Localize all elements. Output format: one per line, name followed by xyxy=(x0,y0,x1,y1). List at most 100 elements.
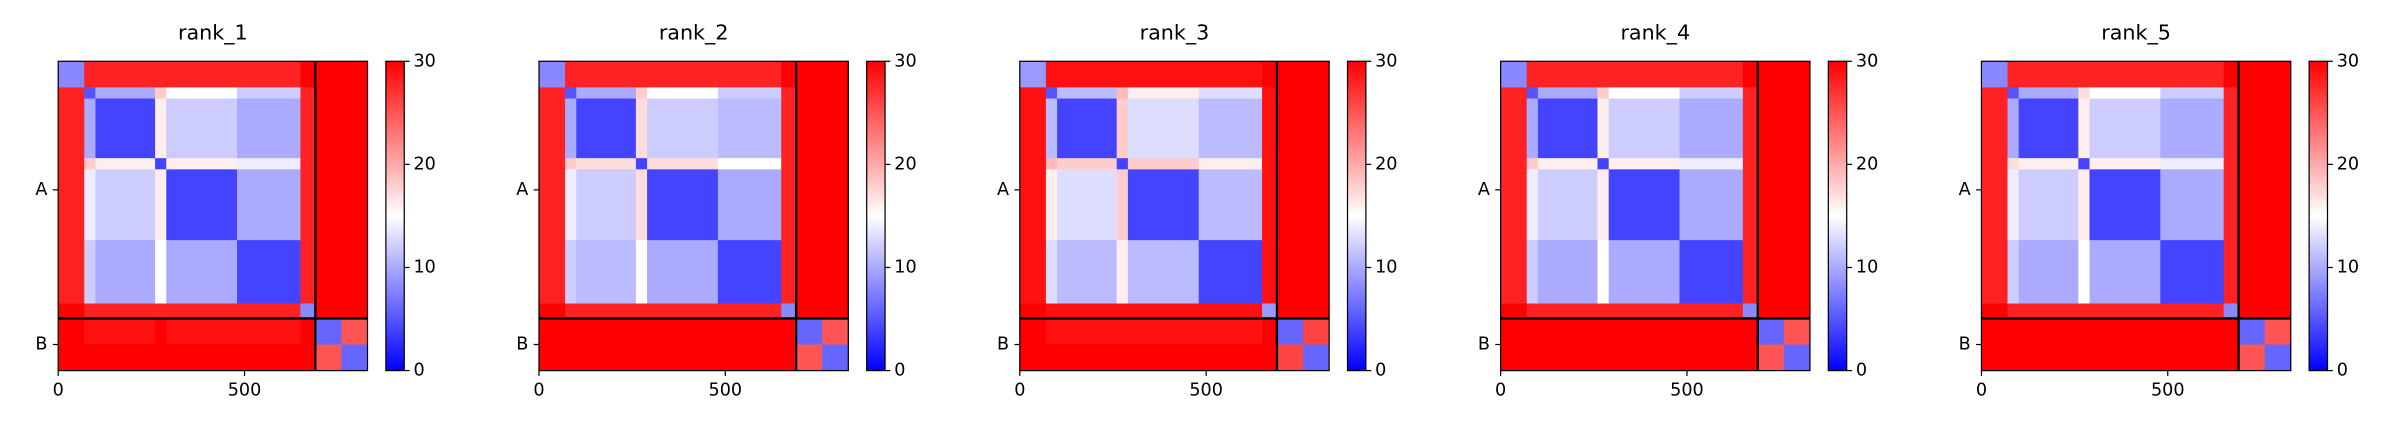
heatmap-cell xyxy=(1019,98,1047,159)
heatmap-cell xyxy=(2078,169,2090,241)
heatmap-cell xyxy=(84,344,96,372)
heatmap-cell xyxy=(717,318,782,345)
heatmap-cell xyxy=(2264,61,2292,88)
heatmap-cell xyxy=(1127,344,1200,372)
heatmap-cell xyxy=(1127,87,1200,100)
heatmap-cell xyxy=(2018,98,2079,159)
heatmap-cell xyxy=(1116,169,1129,241)
heatmap-cell xyxy=(539,303,566,319)
heatmap-cell xyxy=(58,158,85,170)
heatmap-cell xyxy=(1276,169,1304,241)
heatmap-cell xyxy=(1981,303,2008,319)
heatmap-cell xyxy=(635,61,648,88)
heatmap-cell xyxy=(1116,303,1129,319)
heatmap-cell xyxy=(1783,158,1811,170)
colorbar-tick-label: 0 xyxy=(1856,361,1867,381)
heatmap-cell xyxy=(781,87,797,100)
heatmap-cell xyxy=(1742,303,1759,319)
heatmap-cell xyxy=(1679,158,1744,170)
heatmap-cell xyxy=(1783,169,1811,241)
heatmap-cell xyxy=(1742,61,1759,88)
heatmap-cell xyxy=(1262,158,1278,170)
heatmap-cell xyxy=(576,240,637,304)
heatmap-cell xyxy=(1127,158,1200,170)
heatmap-cell xyxy=(565,169,577,241)
panel-title: rank_5 xyxy=(2101,21,2171,45)
heatmap-cell xyxy=(2089,344,2161,372)
heatmap-cell xyxy=(1597,87,1610,100)
heatmap-cell xyxy=(1783,61,1811,88)
heatmap-cell xyxy=(166,344,238,372)
x-tick-label: 500 xyxy=(1189,380,1223,400)
heatmap-cell xyxy=(2018,158,2079,170)
y-tick-label: B xyxy=(35,335,47,355)
heatmap-cell xyxy=(1198,158,1263,170)
heatmap-cell xyxy=(1608,240,1680,304)
y-tick-label: B xyxy=(997,335,1009,355)
heatmap-cell xyxy=(1679,240,1744,304)
heatmap-cell xyxy=(300,158,316,170)
heatmap-cell xyxy=(2089,61,2161,88)
heatmap-cell xyxy=(717,303,782,319)
heatmap-cell xyxy=(796,240,823,304)
heatmap-cell xyxy=(1262,240,1278,304)
heatmap-cell xyxy=(647,158,719,170)
heatmap-cell xyxy=(576,61,637,88)
heatmap-cell xyxy=(1742,240,1759,304)
heatmap-cell xyxy=(2223,240,2240,304)
panel-title: rank_2 xyxy=(659,21,729,45)
heatmap-cell xyxy=(2007,98,2020,159)
heatmap-cell xyxy=(2264,303,2292,319)
heatmap-cell xyxy=(2089,87,2161,100)
heatmap-cell xyxy=(1742,98,1759,159)
heatmap-cell xyxy=(1537,98,1598,159)
heatmap-cell xyxy=(300,87,316,100)
heatmap-cell xyxy=(1757,158,1785,170)
heatmap-cell xyxy=(1116,344,1129,372)
heatmap-cell xyxy=(237,98,301,159)
heatmap-cell xyxy=(2078,98,2090,159)
heatmap-cell xyxy=(539,318,566,345)
heatmap-cell xyxy=(1045,98,1058,159)
heatmap-cell xyxy=(635,169,648,241)
y-tick-label: A xyxy=(1959,180,1971,200)
colorbar-tick-label: 20 xyxy=(1856,154,1878,174)
colorbar-tick-label: 10 xyxy=(413,257,435,277)
heatmap-cell xyxy=(2089,303,2161,319)
heatmap-cell xyxy=(576,98,637,159)
heatmap-cell xyxy=(1276,61,1304,88)
heatmap-cell xyxy=(2007,303,2020,319)
x-tick-label: 0 xyxy=(533,380,544,400)
heatmap-cell xyxy=(58,303,85,319)
heatmap-cell xyxy=(1500,169,1528,241)
heatmap-cell xyxy=(1526,303,1539,319)
heatmap-cell xyxy=(647,169,719,241)
heatmap-cell xyxy=(95,169,156,241)
heatmap-cell xyxy=(565,318,577,345)
heatmap-cell xyxy=(1537,61,1598,88)
heatmap-cell xyxy=(717,61,782,88)
heatmap-cell xyxy=(1057,303,1118,319)
heatmap-cell xyxy=(2238,158,2266,170)
heatmap-cell xyxy=(341,318,368,345)
colorbar-tick-label: 30 xyxy=(2337,51,2359,71)
heatmap-cell xyxy=(1019,61,1047,88)
panel-title: rank_3 xyxy=(1140,21,1210,45)
heatmap-cell xyxy=(1981,344,2008,372)
heatmap-cell xyxy=(1679,98,1744,159)
colorbar xyxy=(2308,60,2329,372)
heatmap-cell xyxy=(781,240,797,304)
heatmap-cell xyxy=(2238,169,2266,241)
heatmap-cell xyxy=(1981,158,2008,170)
heatmap-cell xyxy=(1526,240,1539,304)
heatmap-cell xyxy=(2223,158,2240,170)
x-tick-label: 0 xyxy=(1495,380,1506,400)
heatmap-cell xyxy=(1526,87,1539,100)
heatmap-cell xyxy=(1783,98,1811,159)
colorbar-tick-label: 20 xyxy=(894,154,916,174)
heatmap-cell xyxy=(635,318,648,345)
heatmap-cell xyxy=(155,158,167,170)
heatmap-cell xyxy=(84,240,96,304)
x-tick-label: 0 xyxy=(53,380,64,400)
